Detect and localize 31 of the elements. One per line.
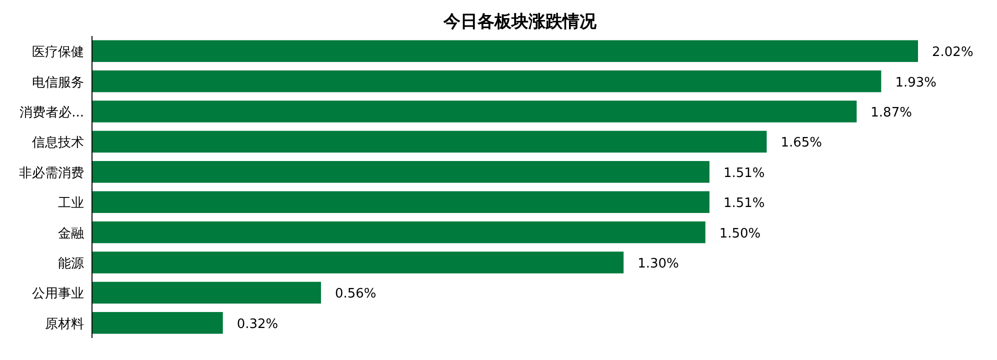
- bar: [92, 70, 882, 92]
- bar: [92, 191, 710, 213]
- y-tick-label: 医疗保健: [32, 45, 84, 60]
- chart-title: 今日各板块涨跌情况: [442, 12, 598, 32]
- y-tick-label: 原材料: [45, 316, 84, 332]
- data-label: 1.50%: [719, 226, 761, 242]
- y-tick-label: 金融: [58, 226, 84, 242]
- data-label: 1.51%: [723, 196, 765, 212]
- data-label: 1.87%: [870, 106, 912, 120]
- bar: [92, 312, 223, 334]
- data-label: 2.02%: [932, 45, 974, 60]
- y-tick-label: 非必需消费: [19, 166, 84, 181]
- data-label: 0.32%: [236, 316, 278, 332]
- bar: [92, 221, 706, 244]
- data-label: 1.30%: [638, 256, 679, 272]
- y-tick-label: 消费者必...: [20, 106, 84, 120]
- bar: [92, 130, 767, 153]
- bar: [92, 252, 624, 274]
- y-tick-label: 能源: [58, 256, 84, 272]
- data-label: 1.65%: [780, 136, 822, 151]
- data-label: 1.93%: [895, 75, 937, 90]
- data-label: 0.56%: [334, 286, 376, 302]
- bar: [92, 40, 918, 62]
- y-tick-label: 公用事业: [32, 286, 84, 302]
- bar: [92, 282, 321, 304]
- y-tick-label: 信息技术: [32, 136, 84, 151]
- bar: [92, 161, 710, 183]
- bar: [92, 100, 857, 122]
- y-tick-label: 电信服务: [32, 75, 84, 90]
- y-tick-label: 工业: [58, 196, 84, 212]
- data-label: 1.51%: [723, 166, 765, 181]
